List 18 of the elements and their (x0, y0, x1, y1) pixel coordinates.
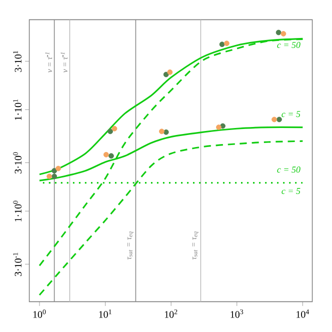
y-tick-label: 1·10$^{0}$ (13, 200, 22, 222)
series-label: c = 5 (282, 111, 300, 118)
x-tick-label: 10$^{2}$ (164, 309, 178, 318)
ref-line-label: v = τ̄$^{-1}$ (60, 52, 68, 73)
y-tick-label: 3·10$^{1}$ (13, 50, 22, 72)
x-tick-label: 10$^{0}$ (33, 309, 46, 318)
x-tick-label: 10$^{1}$ (99, 309, 112, 318)
series-label: c = 50 (277, 166, 300, 173)
y-tick-label: 3·10$^{-1}$ (13, 252, 22, 276)
ref-line-label: τ$_{sat}$ = τ$_{eq}$ (192, 232, 199, 260)
annotation: c = 5 (282, 188, 300, 194)
y-tick-label: 3·10$^{0}$ (13, 152, 22, 174)
x-tick-label: 10$^{4}$ (296, 309, 310, 318)
y-tick-label: 1·10$^{1}$ (13, 99, 22, 120)
ref-line-label: τ$_{sat}$ = τ$_{eq}$ (128, 232, 134, 260)
series-label: c = 50 (277, 42, 300, 48)
x-tick-label: 10$^{3}$ (230, 309, 244, 318)
ref-line-label: v = τ̄$^{-1}$ (45, 52, 52, 73)
